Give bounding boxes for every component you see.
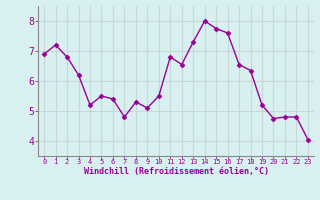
X-axis label: Windchill (Refroidissement éolien,°C): Windchill (Refroidissement éolien,°C) xyxy=(84,167,268,176)
